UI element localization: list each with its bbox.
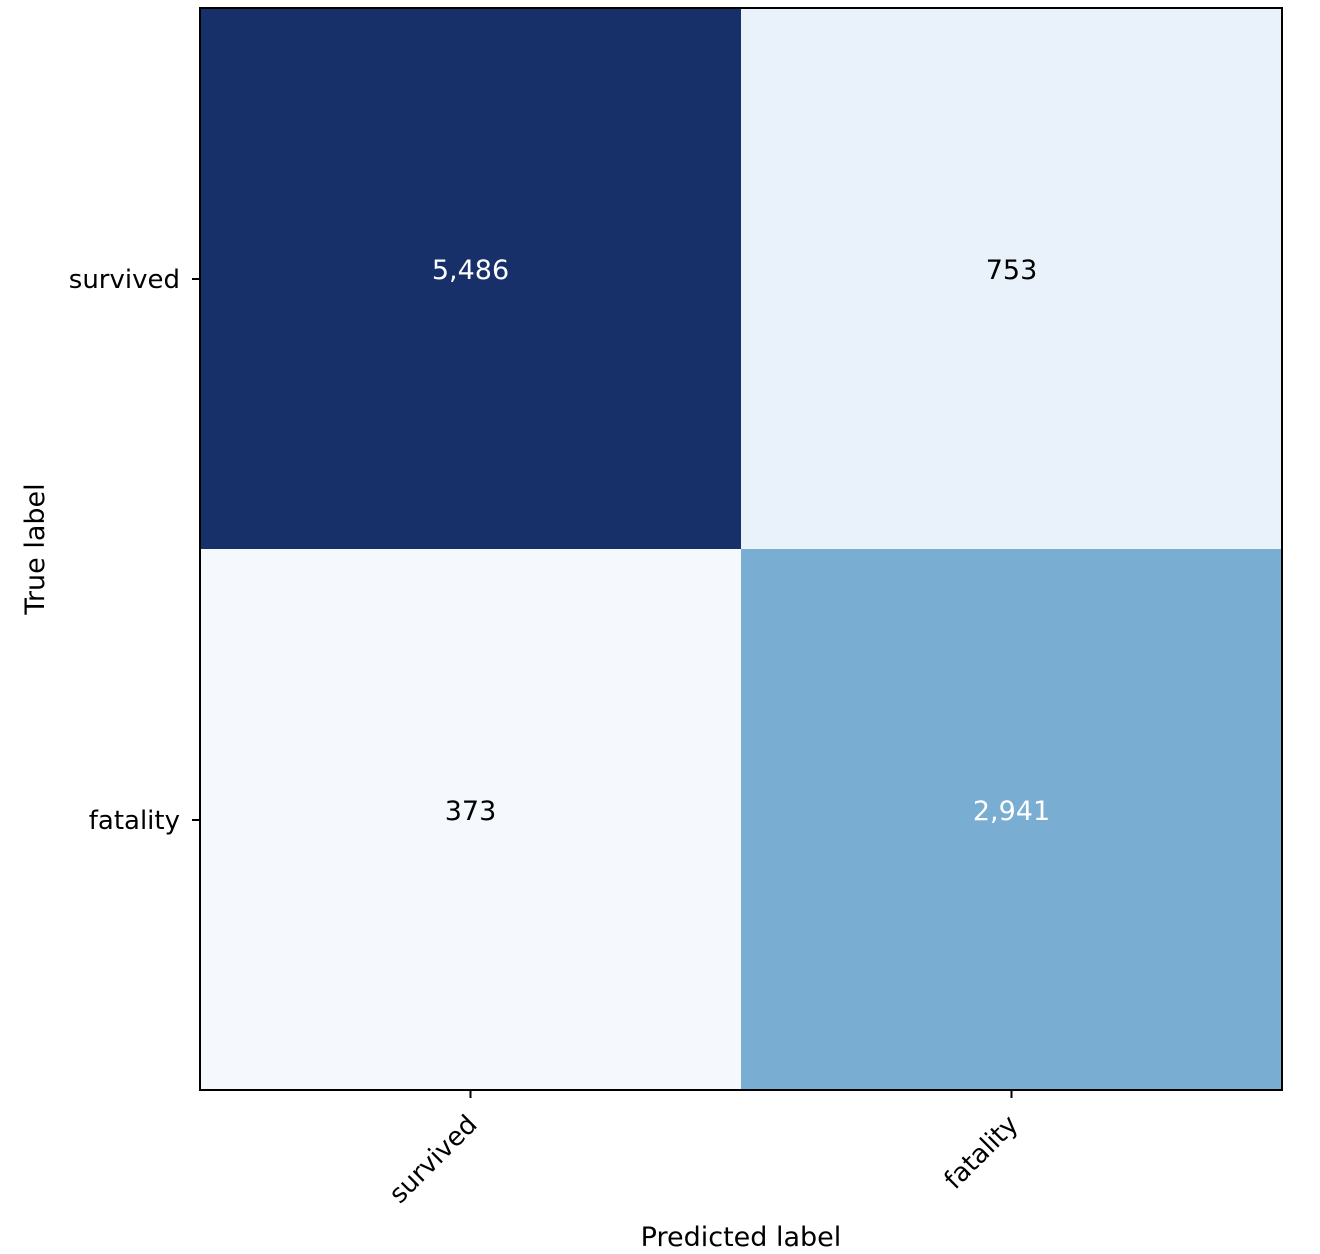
- plot-frame: [199, 7, 1283, 1091]
- x-tick-label-fatality: fatality: [939, 1110, 1025, 1196]
- heatmap-cell-1-1: [741, 549, 1282, 1090]
- x-axis-label: Predicted label: [641, 1222, 842, 1253]
- heatmap-cell-0-1: [741, 8, 1282, 549]
- cell-value-label-0-1: 753: [986, 255, 1038, 286]
- heatmap-cell-1-0: [200, 549, 741, 1090]
- heatmap-cell-0-0: [200, 8, 741, 549]
- axis-ticks: [192, 278, 1013, 1098]
- y-tick-label-fatality: fatality: [89, 806, 180, 836]
- y-axis-label: True label: [20, 483, 51, 615]
- y-tick-label-survived: survived: [69, 265, 180, 295]
- cell-value-label-1-1: 2,941: [973, 796, 1050, 827]
- cell-value-label-1-0: 373: [445, 796, 497, 827]
- heatmap-cells: 5,486 753 373 2,941: [200, 8, 1282, 1090]
- cell-value-label-0-0: 5,486: [432, 255, 509, 286]
- x-tick-label-survived: survived: [384, 1110, 484, 1210]
